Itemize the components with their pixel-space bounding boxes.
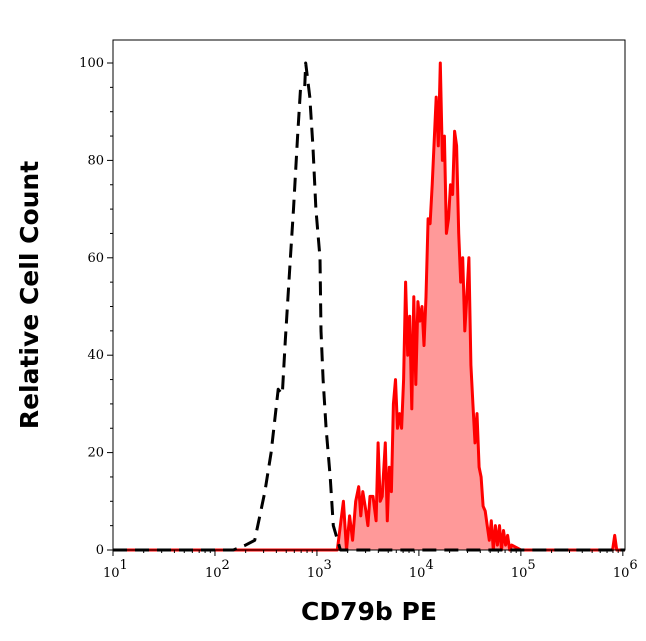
x-axis: 101 102 103 104 105 106 — [103, 550, 638, 581]
x-tick-label: 104 — [409, 558, 434, 581]
x-tick-label: 103 — [307, 558, 332, 581]
x-tick-label: 101 — [103, 558, 128, 581]
plot-frame — [112, 39, 626, 551]
x-tick-label: 105 — [511, 558, 536, 581]
y-tick-label: 80 — [87, 153, 104, 168]
y-tick-label: 40 — [87, 348, 104, 363]
x-tick-label: 106 — [613, 558, 638, 581]
y-axis: 0 20 40 60 80 100 — [79, 56, 113, 558]
x-axis-title: CD79b PE — [301, 597, 437, 626]
x-tick-label: 102 — [205, 558, 230, 581]
series-line-0 — [113, 61, 625, 552]
y-tick-label: 0 — [96, 543, 104, 558]
series-layer — [113, 61, 625, 552]
y-tick-label: 20 — [87, 446, 104, 461]
y-tick-label: 60 — [87, 251, 104, 266]
y-tick-label: 100 — [79, 56, 104, 71]
series-fill-1 — [113, 63, 625, 550]
y-axis-title: Relative Cell Count — [15, 161, 44, 429]
series-line-1 — [113, 61, 625, 552]
